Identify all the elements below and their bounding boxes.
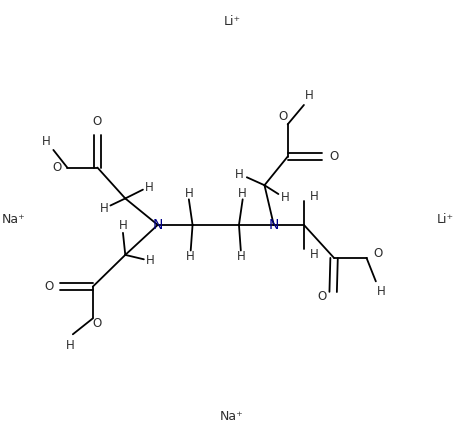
Text: H: H <box>309 248 318 262</box>
Text: H: H <box>119 219 127 232</box>
Text: O: O <box>93 317 102 330</box>
Text: N: N <box>268 218 278 232</box>
Text: H: H <box>376 284 385 298</box>
Text: H: H <box>100 202 108 215</box>
Text: H: H <box>235 168 243 181</box>
Text: O: O <box>317 290 326 303</box>
Text: H: H <box>145 181 153 194</box>
Text: H: H <box>186 250 194 263</box>
Text: O: O <box>373 247 382 260</box>
Text: O: O <box>93 115 102 128</box>
Text: H: H <box>42 135 50 148</box>
Text: H: H <box>184 187 193 200</box>
Text: H: H <box>280 191 288 204</box>
Text: H: H <box>305 89 313 102</box>
Text: H: H <box>236 250 244 263</box>
Text: H: H <box>146 254 154 267</box>
Text: O: O <box>328 150 338 163</box>
Text: Na⁺: Na⁺ <box>2 213 26 226</box>
Text: Li⁺: Li⁺ <box>436 213 453 226</box>
Text: Na⁺: Na⁺ <box>219 410 244 423</box>
Text: N: N <box>152 218 163 232</box>
Text: H: H <box>66 339 74 352</box>
Text: H: H <box>309 190 318 203</box>
Text: O: O <box>278 110 287 123</box>
Text: O: O <box>52 161 62 174</box>
Text: O: O <box>44 280 53 293</box>
Text: Li⁺: Li⁺ <box>223 15 240 28</box>
Text: H: H <box>238 187 246 200</box>
